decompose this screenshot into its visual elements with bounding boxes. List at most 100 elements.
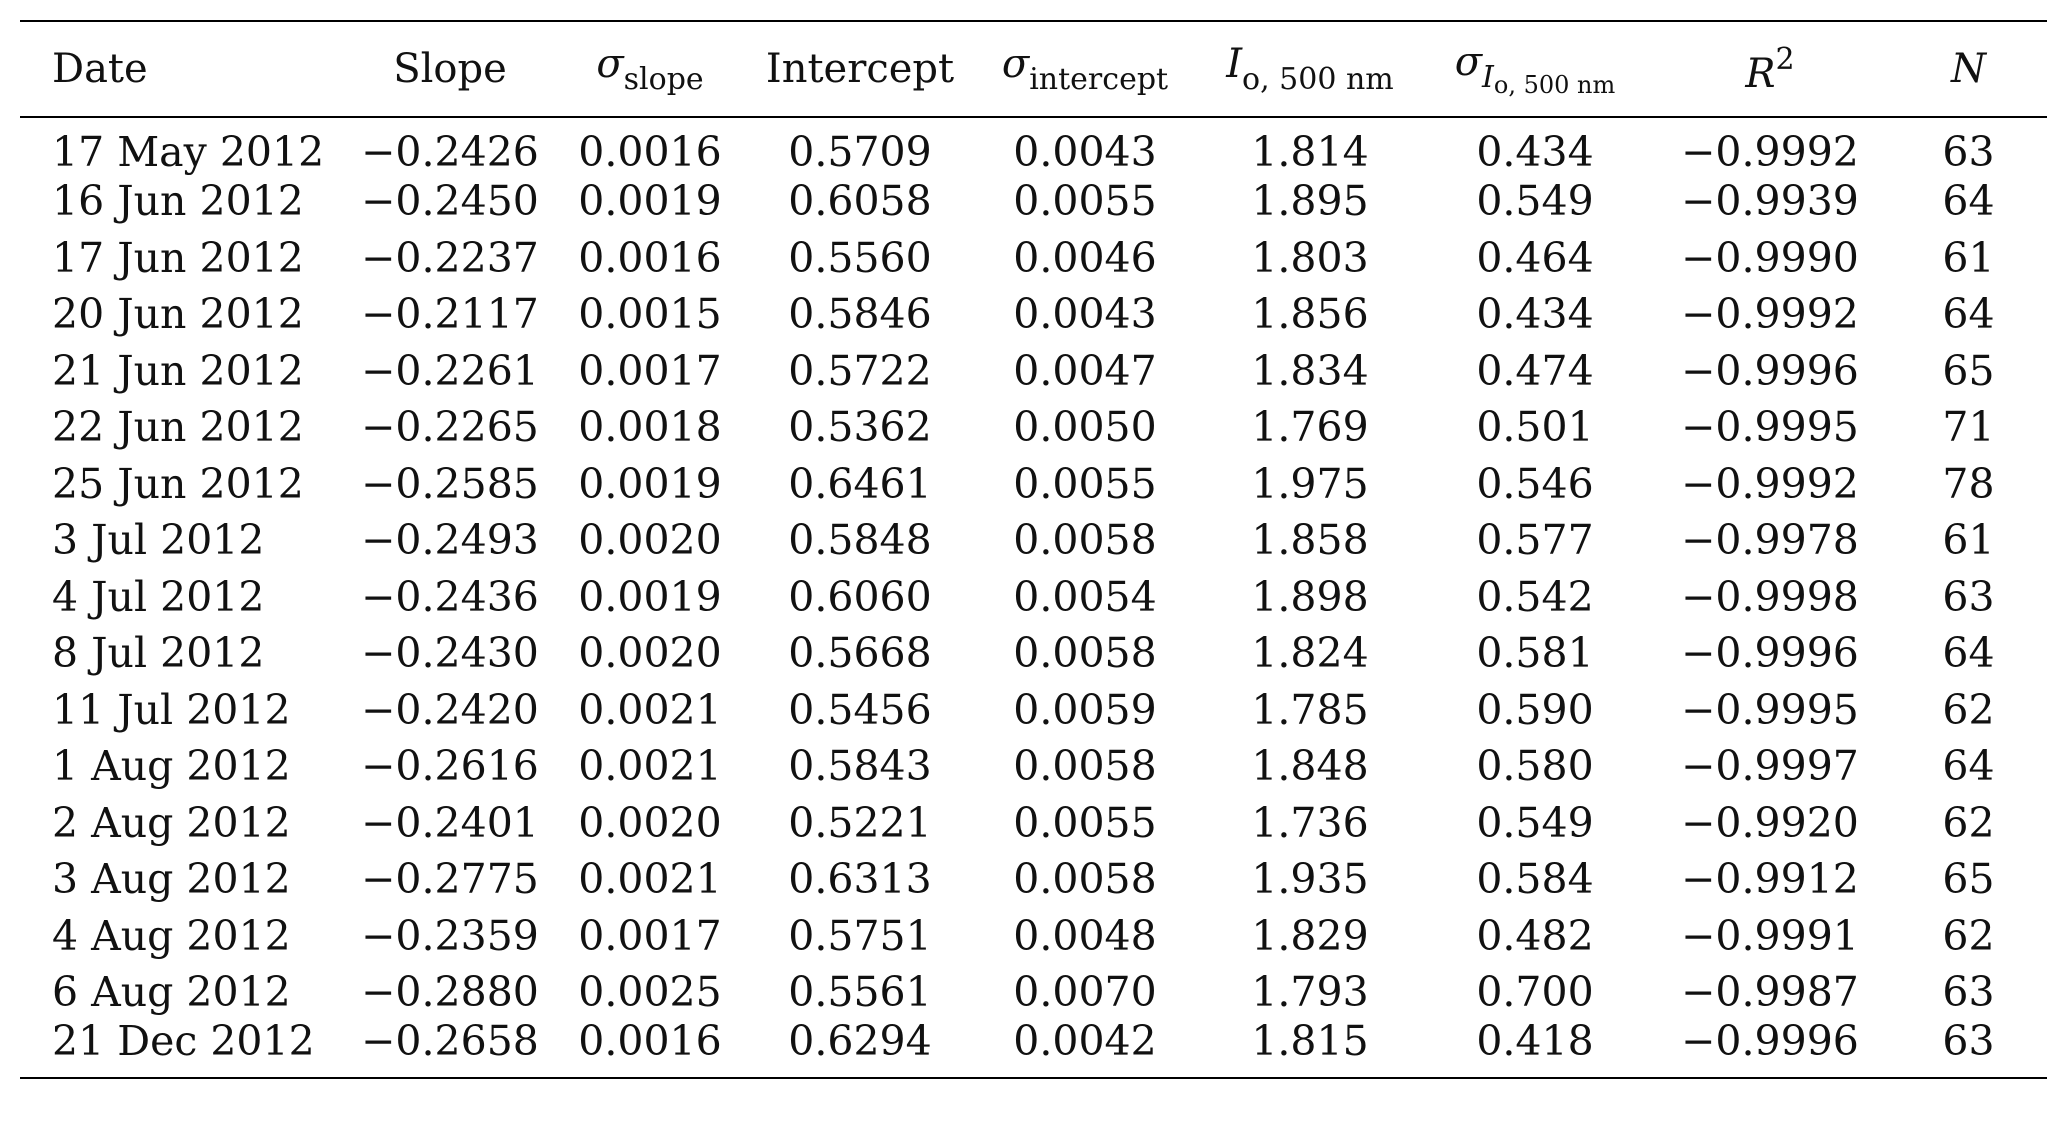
cell-date: 17 Jun 2012	[52, 233, 304, 282]
table-row: 11 Jul 2012 −0.2420 0.0021 0.5456 0.0059 1.78…	[20, 682, 2047, 739]
cell-date: 4 Jul 2012	[52, 572, 265, 621]
cell-n: 64	[1942, 629, 1995, 678]
cell-date: 3 Aug 2012	[52, 855, 291, 904]
cell-sigma-intercept: 0.0054	[1013, 572, 1157, 621]
cell-slope: −0.2436	[361, 572, 539, 621]
table-row: 3 Jul 2012 −0.2493 0.0020 0.5848 0.0058 1.858…	[20, 513, 2047, 570]
cell-date: 25 Jun 2012	[52, 459, 304, 508]
cell-r2: −0.9992	[1681, 128, 1859, 177]
cell-sigma-intercept: 0.0046	[1013, 233, 1157, 282]
cell-sigma-intercept: 0.0058	[1013, 742, 1157, 791]
table-row: 4 Jul 2012 −0.2436 0.0019 0.6060 0.0054 1.898…	[20, 569, 2047, 626]
cell-r2: −0.9991	[1681, 911, 1859, 960]
header-n: N	[1951, 46, 1986, 92]
cell-date: 20 Jun 2012	[52, 290, 304, 339]
cell-io: 1.898	[1251, 572, 1369, 621]
table-row: 6 Aug 2012 −0.2880 0.0025 0.5561 0.0070 1.793…	[20, 965, 2047, 1022]
table-row: 16 Jun 2012 −0.2450 0.0019 0.6058 0.0055 1.89…	[20, 174, 2047, 231]
cell-n: 61	[1942, 516, 1995, 565]
cell-n: 64	[1942, 177, 1995, 226]
cell-io: 1.975	[1251, 459, 1369, 508]
cell-n: 63	[1942, 572, 1995, 621]
cell-n: 63	[1942, 968, 1995, 1017]
cell-r2: −0.9992	[1681, 290, 1859, 339]
cell-sigma-slope: 0.0020	[578, 629, 722, 678]
cell-sigma-intercept: 0.0042	[1013, 1017, 1157, 1066]
cell-io: 1.834	[1251, 346, 1369, 395]
cell-intercept: 0.5560	[788, 233, 932, 282]
cell-sigma-io: 0.464	[1476, 233, 1594, 282]
cell-n: 64	[1942, 742, 1995, 791]
cell-date: 6 Aug 2012	[52, 968, 291, 1017]
cell-slope: −0.2426	[361, 128, 539, 177]
cell-io: 1.935	[1251, 855, 1369, 904]
cell-n: 62	[1942, 798, 1995, 847]
cell-sigma-io: 0.577	[1476, 516, 1594, 565]
header-sigma-io: σIo, 500 nm	[1420, 21, 1650, 117]
header-sigma-io-symbol: σ	[1454, 39, 1483, 85]
table-header: Date Slope σslope Intercept σintercept I…	[20, 21, 2047, 117]
table-row: 17 May 2012 −0.2426 0.0016 0.5709 0.0043 1.81…	[20, 117, 2047, 174]
cell-intercept: 0.6294	[788, 1017, 932, 1066]
cell-slope: −0.2880	[361, 968, 539, 1017]
header-sigma-intercept-sub: intercept	[1029, 62, 1169, 97]
cell-r2: −0.9996	[1681, 346, 1859, 395]
cell-sigma-intercept: 0.0058	[1013, 516, 1157, 565]
cell-date: 3 Jul 2012	[52, 516, 265, 565]
header-r2-sup: 2	[1775, 41, 1795, 77]
table-row: 20 Jun 2012 −0.2117 0.0015 0.5846 0.0043 1.85…	[20, 287, 2047, 344]
table-row: 21 Dec 2012 −0.2658 0.0016 0.6294 0.0042 1.81…	[20, 1021, 2047, 1078]
header-row: Date Slope σslope Intercept σintercept I…	[20, 21, 2047, 117]
cell-slope: −0.2775	[361, 855, 539, 904]
cell-slope: −0.2359	[361, 911, 539, 960]
cell-r2: −0.9997	[1681, 742, 1859, 791]
data-table: Date Slope σslope Intercept σintercept I…	[20, 20, 2047, 1079]
cell-io: 1.814	[1251, 128, 1369, 177]
cell-io: 1.824	[1251, 629, 1369, 678]
cell-sigma-slope: 0.0017	[578, 346, 722, 395]
cell-n: 62	[1942, 911, 1995, 960]
cell-r2: −0.9996	[1681, 629, 1859, 678]
table-row: 3 Aug 2012 −0.2775 0.0021 0.6313 0.0058 1.935…	[20, 852, 2047, 909]
cell-sigma-slope: 0.0021	[578, 742, 722, 791]
cell-date: 21 Jun 2012	[52, 346, 304, 395]
cell-intercept: 0.6058	[788, 177, 932, 226]
table-row: 17 Jun 2012 −0.2237 0.0016 0.5560 0.0046 1.80…	[20, 230, 2047, 287]
header-r2: R2	[1650, 21, 1890, 117]
cell-sigma-io: 0.549	[1476, 177, 1594, 226]
table-row: 25 Jun 2012 −0.2585 0.0019 0.6461 0.0055 1.97…	[20, 456, 2047, 513]
cell-intercept: 0.5722	[788, 346, 932, 395]
header-slope: Slope	[393, 46, 507, 92]
header-sigma-slope-sub: slope	[623, 62, 704, 97]
cell-sigma-io: 0.546	[1476, 459, 1594, 508]
cell-sigma-slope: 0.0017	[578, 911, 722, 960]
cell-sigma-intercept: 0.0050	[1013, 403, 1157, 452]
cell-r2: −0.9995	[1681, 403, 1859, 452]
header-intercept: Intercept	[765, 46, 955, 92]
table-row: 2 Aug 2012 −0.2401 0.0020 0.5221 0.0055 1.736…	[20, 795, 2047, 852]
cell-r2: −0.9912	[1681, 855, 1859, 904]
cell-date: 8 Jul 2012	[52, 629, 265, 678]
cell-sigma-io: 0.590	[1476, 685, 1594, 734]
cell-sigma-slope: 0.0019	[578, 572, 722, 621]
cell-date: 22 Jun 2012	[52, 403, 304, 452]
cell-slope: −0.2117	[361, 290, 539, 339]
cell-sigma-io: 0.501	[1476, 403, 1594, 452]
cell-r2: −0.9987	[1681, 968, 1859, 1017]
table-row: 22 Jun 2012 −0.2265 0.0018 0.5362 0.0050 1.76…	[20, 400, 2047, 457]
cell-r2: −0.9996	[1681, 1017, 1859, 1066]
cell-date: 16 Jun 2012	[52, 177, 304, 226]
cell-sigma-io: 0.474	[1476, 346, 1594, 395]
cell-sigma-io: 0.700	[1476, 968, 1594, 1017]
cell-r2: −0.9998	[1681, 572, 1859, 621]
cell-intercept: 0.6313	[788, 855, 932, 904]
header-io: Io, 500 nm	[1200, 21, 1420, 117]
cell-intercept: 0.5362	[788, 403, 932, 452]
cell-intercept: 0.5221	[788, 798, 932, 847]
cell-io: 1.815	[1251, 1017, 1369, 1066]
header-sigma-intercept-symbol: σ	[1001, 41, 1030, 87]
header-date: Date	[52, 46, 148, 92]
cell-slope: −0.2430	[361, 629, 539, 678]
cell-date: 21 Dec 2012	[52, 1017, 315, 1066]
cell-n: 63	[1942, 1017, 1995, 1066]
